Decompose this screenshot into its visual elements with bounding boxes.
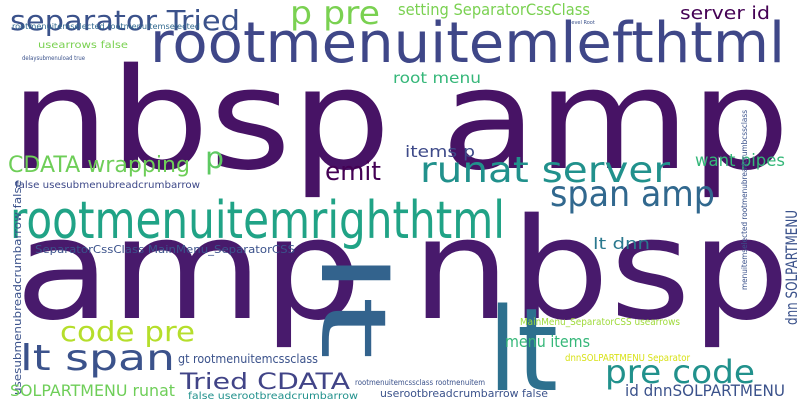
word: menu items	[505, 332, 590, 351]
word: MainMenu_SeparatorCSS usearrows	[520, 317, 680, 328]
word: want pipes	[695, 151, 785, 171]
word: SeparatorCssClass MainMenu_SeparatorCSS	[35, 243, 295, 256]
word: dnnSOLPARTMENU Separator	[565, 353, 691, 364]
word: CDATA wrapping	[8, 153, 190, 178]
word: emit	[325, 157, 381, 187]
word: rootmenuitemselected rootmenuitemselecte…	[12, 22, 200, 31]
word: p pre	[290, 0, 380, 32]
word: code pre	[60, 315, 195, 348]
word: delaysubmenuload true	[22, 55, 85, 62]
word: lt dnn	[593, 234, 650, 253]
word: id dnnSOLPARTMENU	[625, 381, 785, 400]
word: rootmenuitemrighthtml	[10, 191, 505, 251]
word: rootmenuitemlefthtml	[150, 11, 785, 76]
word: root menu	[393, 69, 481, 87]
word: server id	[680, 3, 770, 24]
word: level Root	[570, 20, 595, 26]
word: setting SeparatorCssClass	[398, 0, 590, 19]
word: rootmenuitemcssclass rootmenuitem	[355, 378, 485, 387]
word: separator Tried	[10, 4, 240, 37]
word: lt	[300, 250, 405, 360]
word: usesubmenubreadcrumbarrow false	[11, 180, 24, 395]
word: usearrows false	[38, 40, 128, 51]
word: amp nbsp	[15, 189, 790, 352]
word: dnn SOLPARTMENU	[782, 210, 800, 325]
word: lt	[488, 284, 558, 400]
word: p	[205, 141, 224, 176]
word: Tried CDATA	[179, 370, 350, 395]
word: runat server	[420, 150, 670, 191]
word: nbsp amp	[10, 39, 790, 202]
word: userootbreadcrumbarrow false	[380, 387, 548, 400]
word: pre code	[605, 353, 755, 391]
word: span amp	[550, 174, 715, 215]
word: items p	[405, 142, 475, 161]
word: SOLPARTMENU runat	[10, 381, 175, 400]
word: lt span	[20, 338, 175, 379]
word: false userootbreadcrumbarrow	[188, 391, 358, 400]
word: menuitemselected rootmenubreadcrumbcsscl…	[740, 110, 749, 290]
word: false usesubmenubreadcrumbarrow	[15, 180, 200, 191]
word: gt rootmenuitemcssclass	[178, 352, 318, 366]
